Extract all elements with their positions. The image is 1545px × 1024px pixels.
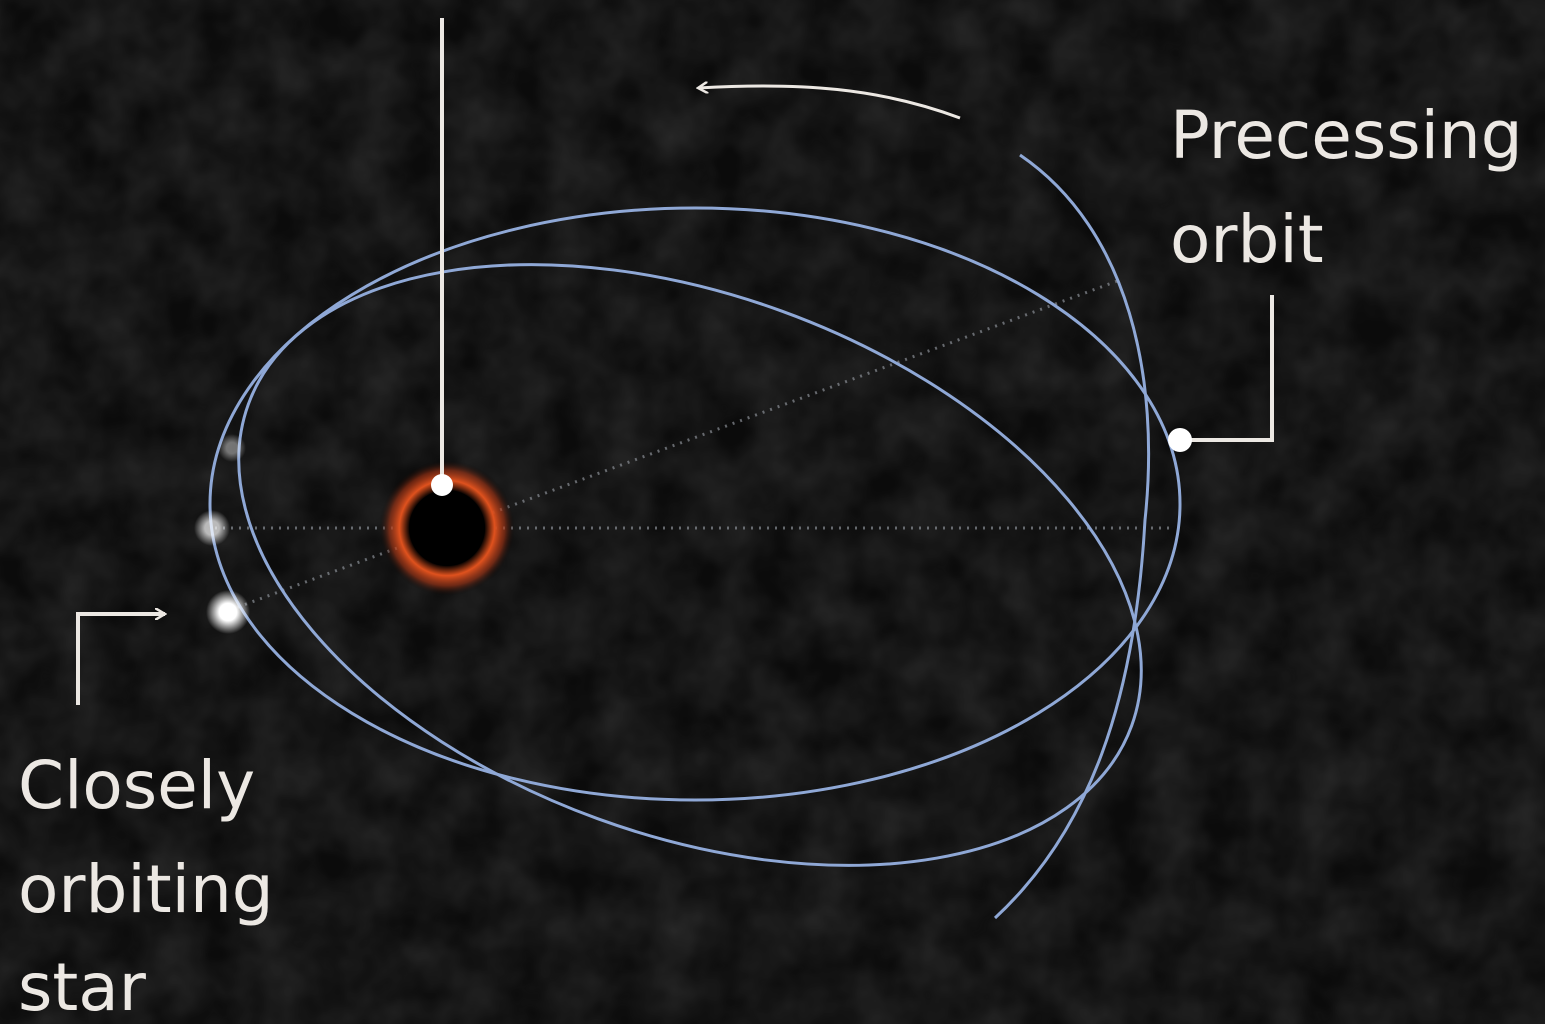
diagram: Precessing orbit Closely orbiting star [0,0,1545,1024]
label: star [18,949,147,1024]
label: Precessing [1170,97,1523,174]
star [218,434,246,462]
label: orbiting [18,851,274,928]
orbit-dot [1168,428,1192,452]
pointer-dot [431,474,453,496]
black-hole [409,490,485,566]
label: Closely [18,747,255,824]
star [194,510,230,546]
label: orbit [1170,201,1324,278]
star [206,590,250,634]
